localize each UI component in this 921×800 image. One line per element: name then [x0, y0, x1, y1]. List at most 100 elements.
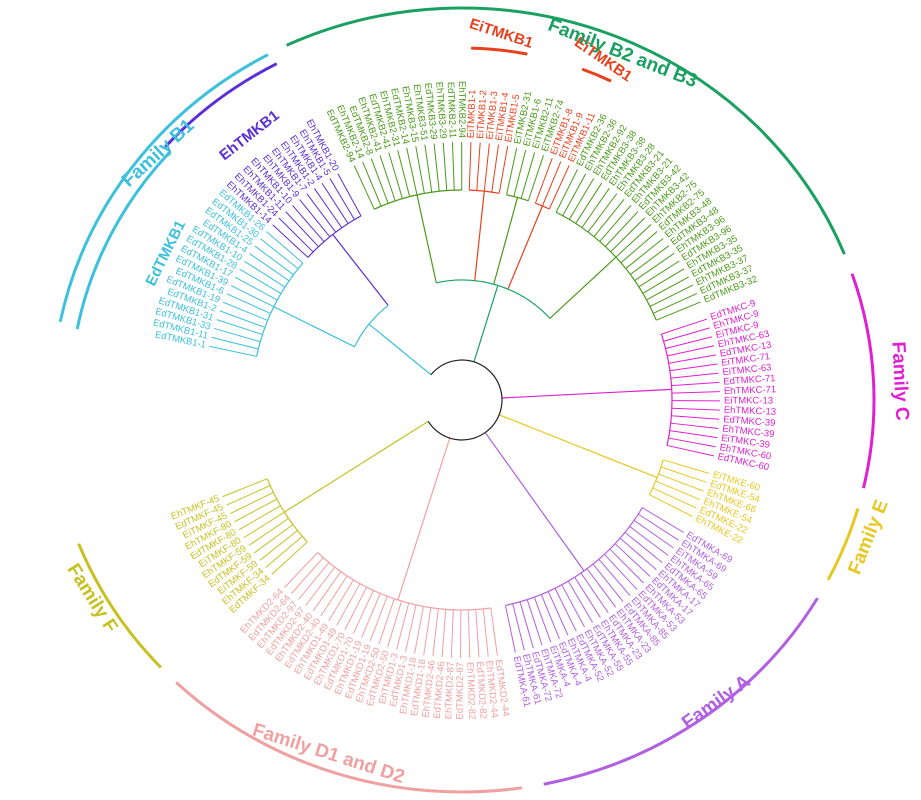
branch	[625, 238, 664, 269]
branch	[298, 562, 330, 600]
branch	[219, 310, 266, 328]
branch	[321, 182, 349, 224]
clade-arc	[648, 459, 664, 495]
branch	[669, 430, 718, 439]
leaf-label: EdTMKC-39	[723, 414, 776, 429]
leaf-label: EiTMKC-13	[724, 395, 773, 406]
branch	[665, 336, 713, 350]
branch	[498, 145, 509, 194]
branch	[580, 572, 609, 613]
branch	[292, 205, 325, 242]
branch	[549, 256, 617, 319]
branch	[397, 150, 411, 197]
branch	[360, 420, 429, 465]
branch	[512, 603, 525, 651]
branch	[284, 552, 319, 588]
clade-arc	[353, 304, 389, 347]
branch	[519, 601, 534, 649]
branch	[669, 363, 718, 372]
branch	[272, 224, 309, 258]
branch	[451, 142, 455, 191]
family-arc	[286, 6, 846, 255]
branch	[406, 147, 418, 195]
branch	[484, 432, 533, 498]
branch	[513, 149, 527, 197]
family-arc	[58, 53, 269, 323]
branch	[405, 604, 417, 652]
branch	[209, 345, 257, 357]
branch	[320, 575, 348, 617]
branch	[520, 152, 536, 199]
branch	[234, 498, 278, 523]
branch	[581, 388, 672, 395]
branch	[533, 596, 552, 643]
branch	[424, 437, 451, 515]
branch	[379, 155, 396, 202]
branch	[230, 284, 275, 308]
leaf-label: EhTMKB3-29	[433, 81, 448, 139]
family-label: Family E	[844, 497, 892, 577]
root-arc	[427, 359, 503, 441]
branch	[433, 143, 440, 192]
leaf-label: EhTMKD2-82	[464, 662, 477, 720]
branch	[329, 178, 355, 220]
branch	[491, 144, 500, 193]
branch	[658, 473, 704, 492]
branch	[248, 517, 289, 546]
branch	[610, 217, 646, 253]
branch	[670, 372, 719, 379]
branch	[273, 306, 355, 348]
branch	[649, 284, 694, 307]
branch	[671, 415, 720, 420]
branch	[234, 276, 278, 301]
branch	[223, 301, 268, 321]
branch	[332, 234, 389, 306]
branch	[598, 558, 631, 597]
branch	[368, 323, 432, 376]
branch	[285, 211, 319, 248]
leaf-label: EhTMKD2-87	[443, 662, 456, 720]
branch	[624, 531, 663, 564]
branch	[450, 609, 454, 658]
branch	[604, 211, 639, 247]
branch	[243, 511, 285, 539]
branch	[278, 217, 314, 253]
branch	[211, 336, 259, 350]
branch	[352, 590, 374, 635]
family-label: Family B1	[118, 115, 199, 191]
branch	[249, 253, 290, 282]
branch	[213, 327, 261, 343]
branch	[660, 466, 707, 483]
branch	[313, 188, 343, 229]
leaf-label: EiTMKB1-3	[484, 91, 500, 140]
branch	[541, 161, 562, 207]
branch	[604, 553, 638, 590]
branch	[649, 494, 693, 517]
branch	[483, 143, 490, 192]
family-arc	[543, 597, 819, 786]
group-arc	[581, 67, 612, 83]
branch	[370, 158, 389, 204]
branch	[441, 609, 447, 658]
branch	[667, 345, 715, 357]
branch	[474, 191, 485, 281]
branch	[388, 152, 403, 199]
clade-arc	[535, 202, 550, 210]
branch	[555, 169, 579, 213]
branch	[506, 147, 518, 195]
branch	[547, 591, 569, 636]
branch	[671, 381, 720, 387]
branch	[619, 537, 657, 571]
branch	[666, 444, 714, 457]
branch	[663, 327, 710, 342]
branch	[271, 541, 308, 575]
branch	[353, 165, 375, 210]
branch	[387, 600, 402, 648]
branch	[599, 204, 632, 242]
leaf-label: EdTMKC-71	[723, 373, 776, 388]
branch	[369, 596, 388, 642]
branch	[633, 519, 674, 549]
branch	[244, 260, 286, 288]
branch	[652, 487, 697, 509]
